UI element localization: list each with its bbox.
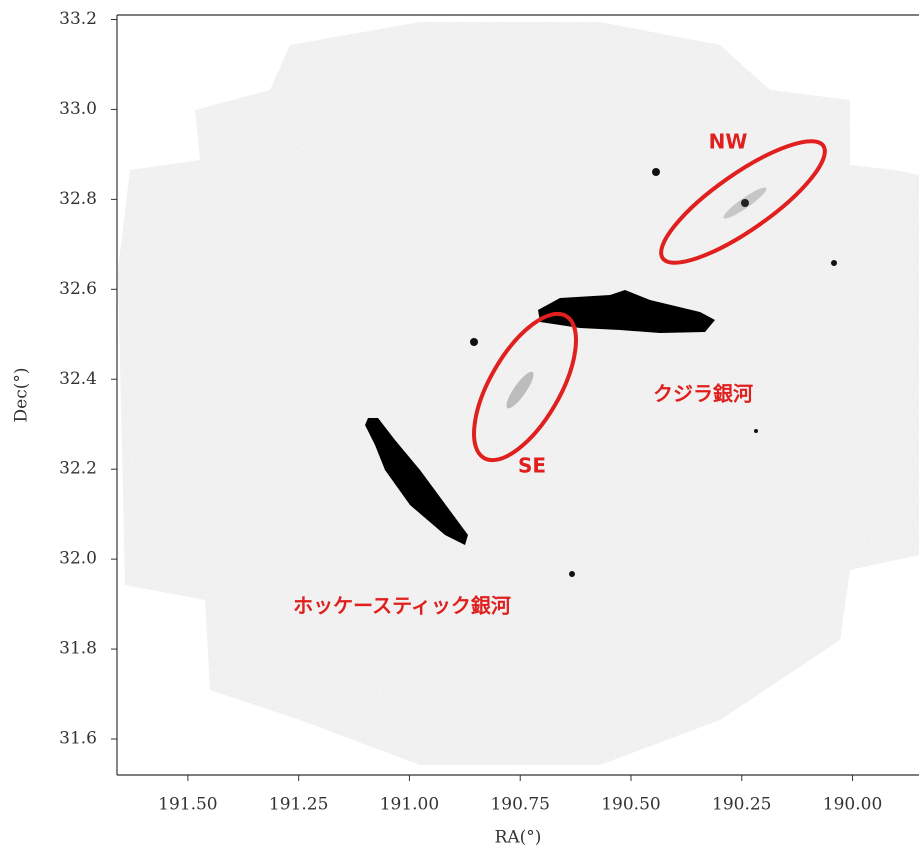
y-tick-label: 32.2	[59, 459, 97, 479]
y-tick-label: 32.4	[59, 369, 97, 389]
sky-image	[118, 22, 919, 765]
x-tick-label: 191.50	[158, 795, 217, 815]
annotation: ホッケースティック銀河	[293, 594, 511, 618]
x-tick-label: 190.50	[601, 795, 660, 815]
x-tick-label: 191.00	[380, 795, 439, 815]
x-tick-label: 191.25	[269, 795, 328, 815]
y-tick-label: 31.6	[59, 729, 97, 749]
x-tick-label: 190.25	[712, 795, 771, 815]
y-tick-label: 32.6	[59, 279, 97, 299]
y-tick-label: 33.0	[59, 99, 97, 119]
nw-ellipse	[659, 139, 827, 265]
y-axis-label: Dec(°)	[12, 368, 32, 423]
annotation: SE	[518, 454, 546, 478]
y-tick-label: 32.8	[59, 189, 97, 209]
annotation: NW	[709, 130, 748, 154]
x-tick-label: 190.00	[823, 795, 882, 815]
y-tick-label: 33.2	[59, 9, 97, 29]
annotation: クジラ銀河	[653, 382, 753, 406]
x-axis-label: RA(°)	[495, 828, 542, 848]
y-tick-label: 31.8	[59, 639, 97, 659]
x-tick-label: 190.75	[490, 795, 549, 815]
y-tick-label: 32.0	[59, 549, 97, 569]
se-ellipse	[472, 311, 578, 463]
